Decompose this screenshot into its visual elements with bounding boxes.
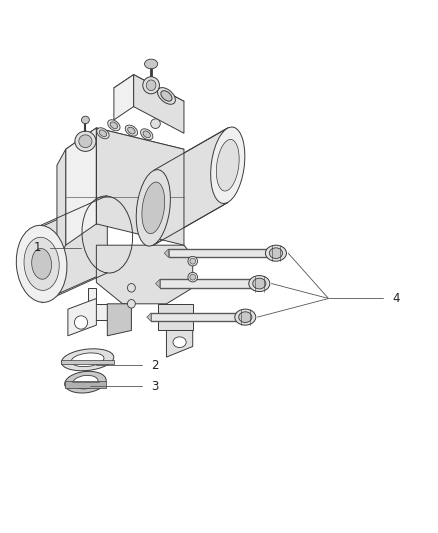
Polygon shape — [134, 75, 184, 133]
Ellipse shape — [97, 128, 109, 139]
Ellipse shape — [73, 375, 98, 389]
Ellipse shape — [190, 274, 195, 280]
Ellipse shape — [211, 127, 245, 204]
Polygon shape — [42, 197, 107, 301]
Polygon shape — [66, 128, 96, 245]
Polygon shape — [96, 128, 184, 245]
Ellipse shape — [158, 87, 175, 104]
Ellipse shape — [75, 131, 96, 151]
Polygon shape — [169, 249, 269, 257]
Ellipse shape — [110, 122, 117, 128]
Ellipse shape — [216, 140, 239, 191]
Text: 3: 3 — [151, 380, 159, 393]
Ellipse shape — [173, 337, 186, 348]
Ellipse shape — [249, 276, 270, 292]
Ellipse shape — [136, 169, 170, 246]
Ellipse shape — [161, 91, 172, 101]
Text: 4: 4 — [392, 292, 399, 305]
Ellipse shape — [265, 245, 286, 261]
Ellipse shape — [65, 372, 106, 393]
Ellipse shape — [79, 135, 92, 148]
Polygon shape — [160, 279, 252, 288]
Text: 1: 1 — [33, 241, 41, 254]
Ellipse shape — [127, 300, 135, 308]
Polygon shape — [166, 330, 193, 357]
Polygon shape — [68, 298, 96, 336]
Ellipse shape — [24, 237, 59, 290]
Ellipse shape — [143, 131, 150, 138]
Ellipse shape — [16, 225, 67, 302]
Polygon shape — [147, 313, 151, 321]
Polygon shape — [66, 128, 184, 171]
Ellipse shape — [127, 284, 135, 292]
Ellipse shape — [74, 316, 88, 329]
Polygon shape — [114, 75, 134, 120]
Ellipse shape — [188, 256, 198, 266]
Ellipse shape — [125, 125, 138, 136]
Ellipse shape — [32, 248, 52, 279]
Text: 2: 2 — [151, 359, 159, 372]
Polygon shape — [107, 304, 131, 336]
Ellipse shape — [188, 272, 198, 282]
Ellipse shape — [145, 59, 158, 69]
Ellipse shape — [146, 80, 156, 91]
Polygon shape — [61, 360, 114, 364]
Polygon shape — [96, 245, 193, 304]
Polygon shape — [114, 75, 184, 115]
Ellipse shape — [235, 309, 256, 325]
Polygon shape — [57, 149, 66, 261]
Polygon shape — [158, 304, 193, 330]
Ellipse shape — [61, 349, 114, 371]
Ellipse shape — [190, 259, 195, 264]
Polygon shape — [153, 128, 228, 245]
Ellipse shape — [71, 353, 104, 367]
Ellipse shape — [253, 278, 266, 289]
Ellipse shape — [141, 129, 153, 140]
Ellipse shape — [269, 248, 283, 259]
Ellipse shape — [151, 119, 160, 128]
Ellipse shape — [143, 77, 159, 94]
Polygon shape — [88, 288, 123, 320]
Polygon shape — [164, 249, 169, 257]
Polygon shape — [151, 313, 239, 321]
Ellipse shape — [128, 127, 135, 134]
Ellipse shape — [142, 182, 165, 233]
Ellipse shape — [239, 312, 252, 322]
Polygon shape — [65, 381, 106, 388]
Polygon shape — [155, 279, 160, 288]
Ellipse shape — [108, 120, 120, 131]
Ellipse shape — [81, 116, 89, 124]
Ellipse shape — [99, 130, 106, 136]
